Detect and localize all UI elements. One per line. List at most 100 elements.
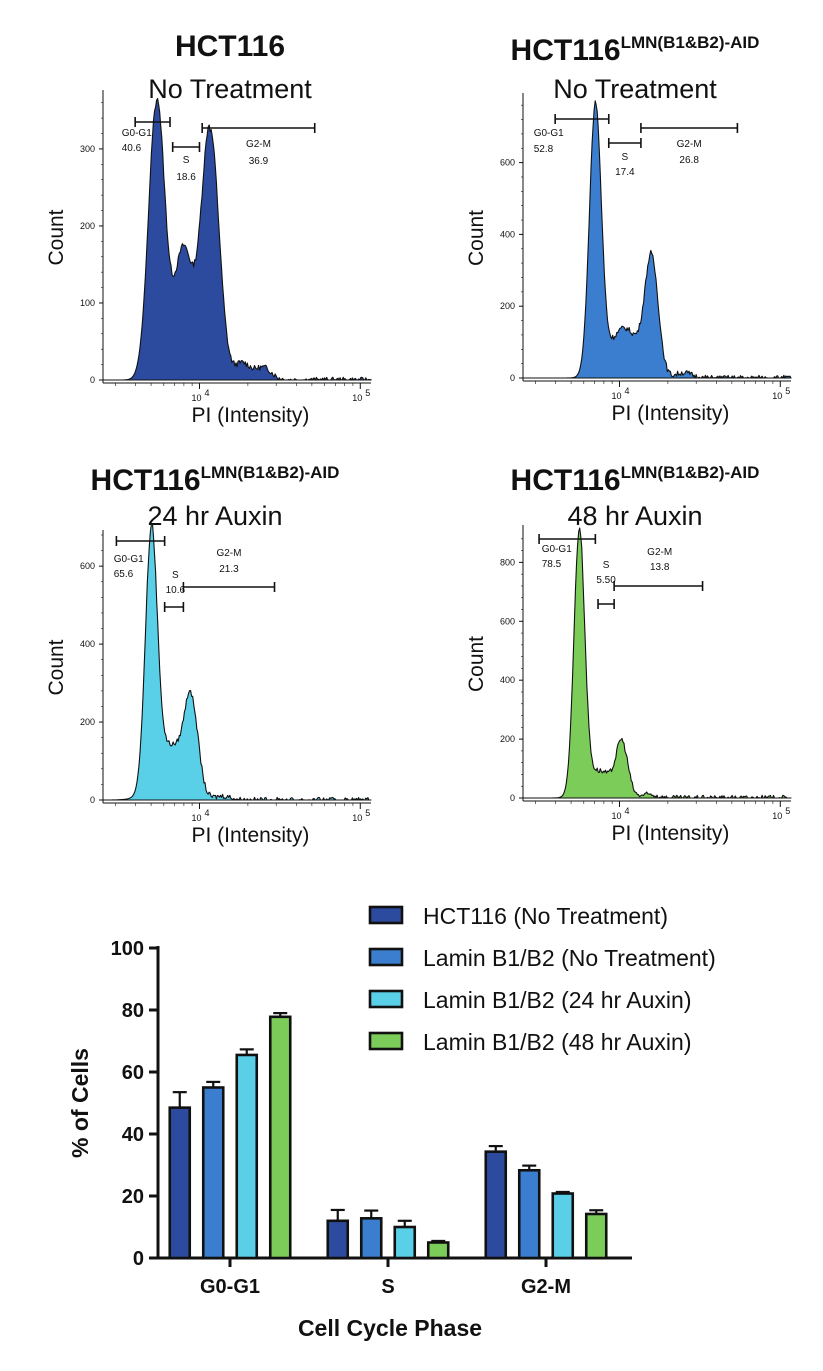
gate-name-label: G0-G1 (534, 128, 564, 139)
x-tick-label: 10 (772, 391, 782, 401)
bar-legend: HCT116 (No Treatment) Lamin B1/B2 (No Tre… (368, 903, 716, 1055)
bar (584, 1212, 608, 1260)
histogram-title: HCT116LMN(B1&B2)-AID (511, 463, 760, 497)
bar-y-tick-label: 100 (111, 938, 144, 960)
bar-chart: 0 20 40 60 80 100 G0-G1 S G2-M Cell Cycle Phase % … (67, 903, 716, 1341)
gate-value-label: 78.5 (542, 559, 562, 570)
legend-label: HCT116 (No Treatment) (423, 903, 668, 929)
legend-label: Lamin B1/B2 (No Treatment) (423, 945, 716, 971)
gate-value-label: 18.6 (176, 172, 196, 183)
y-tick-label: 400 (500, 229, 515, 239)
gate-value-label: 40.6 (122, 143, 142, 154)
bar-y-tick-label: 20 (122, 1186, 144, 1208)
x-axis-label: PI (Intensity) (191, 404, 309, 427)
gate-name-label: G2-M (246, 139, 271, 150)
histogram-title: HCT116LMN(B1&B2)-AID (91, 463, 340, 497)
bar (484, 1150, 508, 1260)
x-tick-label: 10 (191, 813, 201, 823)
gate-value-label: 36.9 (249, 156, 269, 167)
histogram-panel-2: HCT116LMN(B1&B2)-AID No Treatment 0 200 400 6… (465, 33, 792, 425)
legend-label: Lamin B1/B2 (48 hr Auxin) (423, 1029, 691, 1055)
histogram-panel-3: HCT116LMN(B1&B2)-AID 24 hr Auxin 0 200 400 60… (45, 463, 372, 847)
gate-g0-g1 (134, 117, 171, 127)
x-tick-exponent: 4 (204, 808, 209, 818)
y-tick-label: 200 (80, 717, 95, 727)
bar (235, 1053, 259, 1260)
gate-name-label: S (183, 155, 190, 166)
histogram-area (102, 523, 372, 801)
gate-name-label: G0-G1 (542, 544, 572, 555)
gate-value-label: 21.3 (219, 564, 239, 575)
histogram-area (522, 527, 792, 799)
y-axis-label: Count (465, 210, 488, 266)
y-axis-label: Count (465, 636, 488, 692)
histogram-title-superscript: LMN(B1&B2)-AID (201, 463, 340, 482)
y-tick-label: 600 (500, 158, 515, 168)
bar-y-tick-label: 60 (122, 1062, 144, 1084)
y-axis-label: Count (45, 209, 68, 265)
gate-name-label: G0-G1 (114, 554, 144, 565)
bar (326, 1219, 350, 1260)
gate-name-label: S (172, 570, 179, 581)
histogram-area (102, 97, 372, 381)
gate-g2-m (201, 123, 316, 133)
x-tick-exponent: 5 (365, 388, 370, 398)
gate-name-label: S (603, 560, 610, 571)
legend-swatch (368, 905, 404, 925)
y-tick-label: 0 (90, 375, 95, 385)
x-tick-exponent: 4 (204, 388, 209, 398)
y-tick-label: 600 (500, 616, 515, 626)
bar (201, 1086, 225, 1260)
y-tick-label: 200 (500, 301, 515, 311)
gate-name-label: G2-M (677, 139, 702, 150)
histogram-panel-4: HCT116LMN(B1&B2)-AID 48 hr Auxin 0 200 400 60… (465, 463, 792, 845)
gate-s (163, 602, 185, 612)
bar-y-tick-label: 40 (122, 1124, 144, 1146)
histogram-subtitle: 24 hr Auxin (147, 501, 282, 531)
gate-name-label: G0-G1 (122, 128, 152, 139)
gate-s (607, 138, 642, 148)
bar-y-axis-label: % of Cells (67, 1048, 93, 1158)
legend-swatch (368, 1031, 404, 1051)
bar (268, 1015, 292, 1260)
histogram-title: HCT116 (175, 30, 285, 63)
y-tick-label: 400 (80, 639, 95, 649)
x-axis-label: PI (Intensity) (191, 824, 309, 847)
legend-swatch (368, 989, 404, 1009)
gate-g0-g1 (115, 536, 166, 546)
x-tick-label: 10 (611, 811, 621, 821)
histogram-title-superscript: LMN(B1&B2)-AID (621, 33, 760, 52)
x-tick-label: 10 (191, 393, 201, 403)
legend-label: Lamin B1/B2 (24 hr Auxin) (423, 987, 691, 1013)
histogram-title: HCT116LMN(B1&B2)-AID (511, 33, 760, 67)
x-tick-exponent: 4 (624, 806, 629, 816)
gate-g0-g1 (538, 534, 597, 544)
x-axis-label: PI (Intensity) (611, 402, 729, 425)
gate-value-label: 10.6 (166, 585, 186, 596)
gate-value-label: 26.8 (679, 155, 699, 166)
x-tick-label: 10 (352, 393, 362, 403)
bar (426, 1241, 450, 1260)
bar-x-axis-label: Cell Cycle Phase (298, 1315, 482, 1341)
bar (168, 1106, 192, 1260)
y-tick-label: 0 (510, 373, 515, 383)
histogram-title-main: HCT116 (91, 464, 201, 497)
gate-g0-g1 (554, 114, 610, 124)
bar-category-label: G0-G1 (200, 1276, 260, 1298)
gate-name-label: S (622, 152, 629, 163)
y-tick-label: 0 (510, 793, 515, 803)
histogram-title-main: HCT116 (511, 464, 621, 497)
histogram-area (522, 100, 792, 379)
bar (551, 1192, 575, 1260)
y-tick-label: 0 (90, 795, 95, 805)
gate-value-label: 52.8 (534, 144, 554, 155)
y-axis-label: Count (45, 639, 68, 695)
histogram-title-main: HCT116 (175, 30, 285, 63)
y-tick-label: 800 (500, 557, 515, 567)
y-tick-label: 400 (500, 675, 515, 685)
bar (393, 1225, 417, 1260)
bar-category-label: S (381, 1276, 394, 1298)
bar-y-tick-label: 80 (122, 1000, 144, 1022)
